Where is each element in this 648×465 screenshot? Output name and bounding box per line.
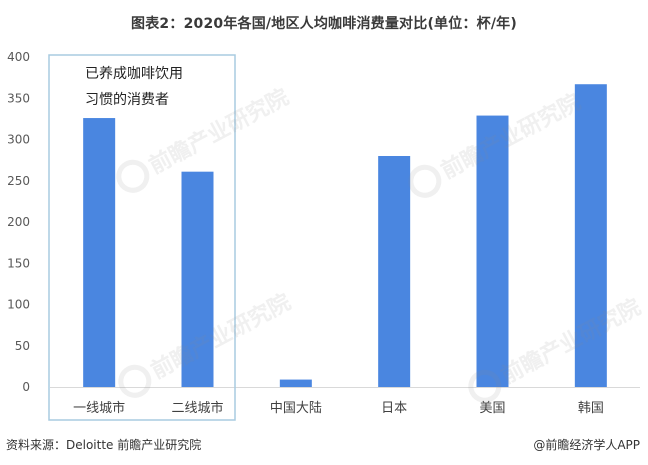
x-tick-label: 日本: [381, 401, 407, 416]
x-tick-label: 二线城市: [171, 400, 223, 416]
y-tick-label: 50: [15, 339, 30, 353]
bar-6: [574, 84, 607, 387]
x-tick-label: 中国大陆: [270, 400, 322, 416]
y-tick-label: 0: [22, 380, 30, 394]
annotation-text-line-2: 习惯的消费者: [85, 91, 169, 108]
y-axis-ticks: 0 50 100 150 200 250 300 350 400: [7, 50, 30, 394]
y-tick-label: 300: [7, 133, 30, 147]
y-tick-label: 100: [7, 298, 30, 312]
bar-4: [378, 156, 411, 387]
y-tick-label: 150: [7, 256, 30, 270]
y-tick-label: 400: [7, 50, 30, 64]
y-tick-label: 250: [7, 174, 30, 188]
y-tick-label: 350: [7, 91, 30, 105]
y-tick-label: 200: [7, 215, 30, 229]
x-axis-labels: 一线城市 二线城市 中国大陆 日本 美国 韩国: [73, 400, 604, 416]
chart-title: 图表2：2020年各国/地区人均咖啡消费量对比(单位：杯/年): [131, 16, 517, 32]
x-tick-label: 韩国: [578, 401, 604, 416]
bar-5: [476, 115, 509, 387]
bar-1: [83, 118, 116, 388]
annotation-box: [48, 54, 236, 421]
bar-2: [181, 171, 214, 387]
x-tick-label: 一线城市: [73, 400, 125, 416]
bar-3: [279, 379, 312, 387]
credit-note: @前瞻经济学人APP: [533, 438, 640, 452]
x-tick-label: 美国: [479, 401, 505, 416]
annotation-text-line-1: 已养成咖啡饮用: [85, 66, 183, 82]
bar-series: [83, 84, 607, 388]
source-note: 资料来源：Deloitte 前瞻产业研究院: [6, 438, 202, 452]
